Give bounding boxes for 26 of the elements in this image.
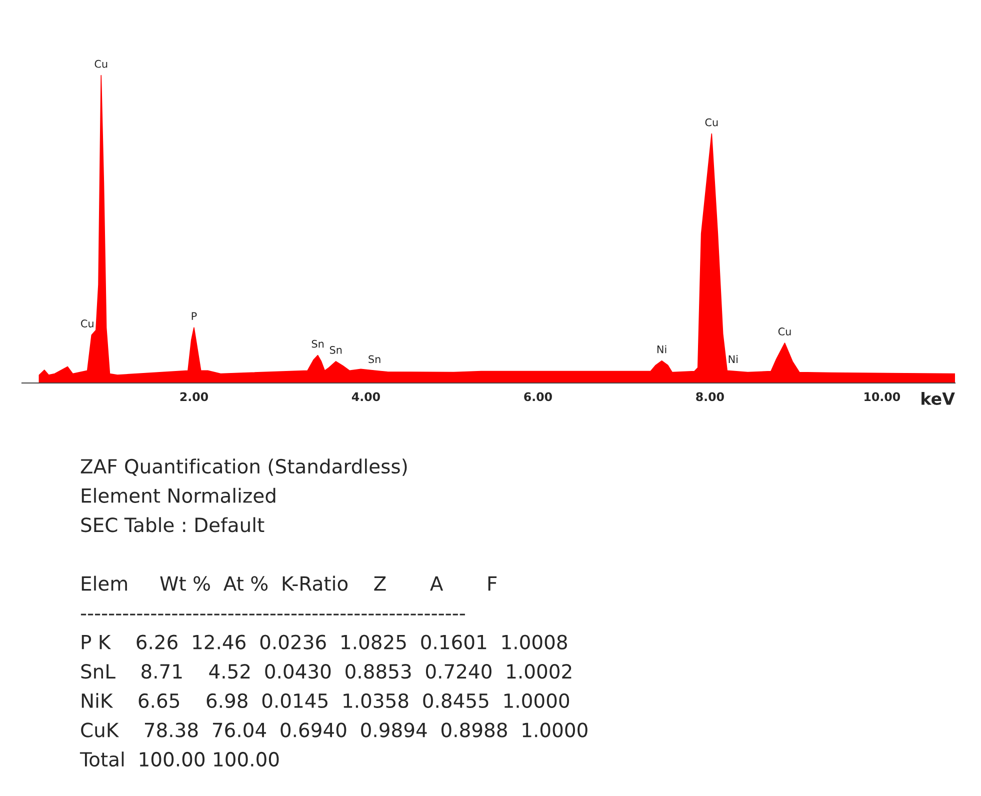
x-tick-label: 6.00 (524, 392, 552, 402)
annotation: Sn (330, 346, 342, 354)
annotation: Ni (657, 345, 666, 354)
x-tick-label: 10.00 (864, 392, 900, 402)
annotation: Ni (728, 355, 738, 363)
text: SEC Table : Default (81, 517, 264, 532)
text: SnL 8.71 4.52 0.0430 0.8853 0.7240 1.0002 (81, 664, 572, 679)
x-tick-label: 2.00 (180, 392, 208, 402)
annotation: Sn (368, 355, 380, 364)
annotation: Cu (94, 60, 108, 68)
annotation: Sn (312, 340, 324, 348)
text: NiK 6.65 6.98 0.0145 1.0358 0.8455 1.0000 (82, 692, 570, 708)
text: P K 6.26 12.46 0.0236 1.0825 0.1601 1.0008 (82, 634, 567, 650)
text: CuK 78.38 76.04 0.6940 0.9894 0.8988 1.0000 (81, 722, 588, 738)
annotation: P (192, 312, 197, 320)
annotation: Cu (705, 118, 718, 126)
text: Total 100.00 100.00 (80, 752, 279, 767)
text: ------------------------------------------------------- (80, 614, 465, 616)
annotation: Cu (81, 320, 94, 328)
x-axis-title: keV (922, 392, 955, 405)
x-tick-label: 4.00 (352, 392, 380, 402)
annotation: Cu (778, 328, 791, 336)
text: ZAF Quantification (Standardless) (80, 458, 407, 476)
x-tick-label: 8.00 (696, 392, 724, 402)
text: Elem Wt % At % K-Ratio Z A F (82, 576, 497, 591)
text: Element Normalized (82, 488, 276, 503)
